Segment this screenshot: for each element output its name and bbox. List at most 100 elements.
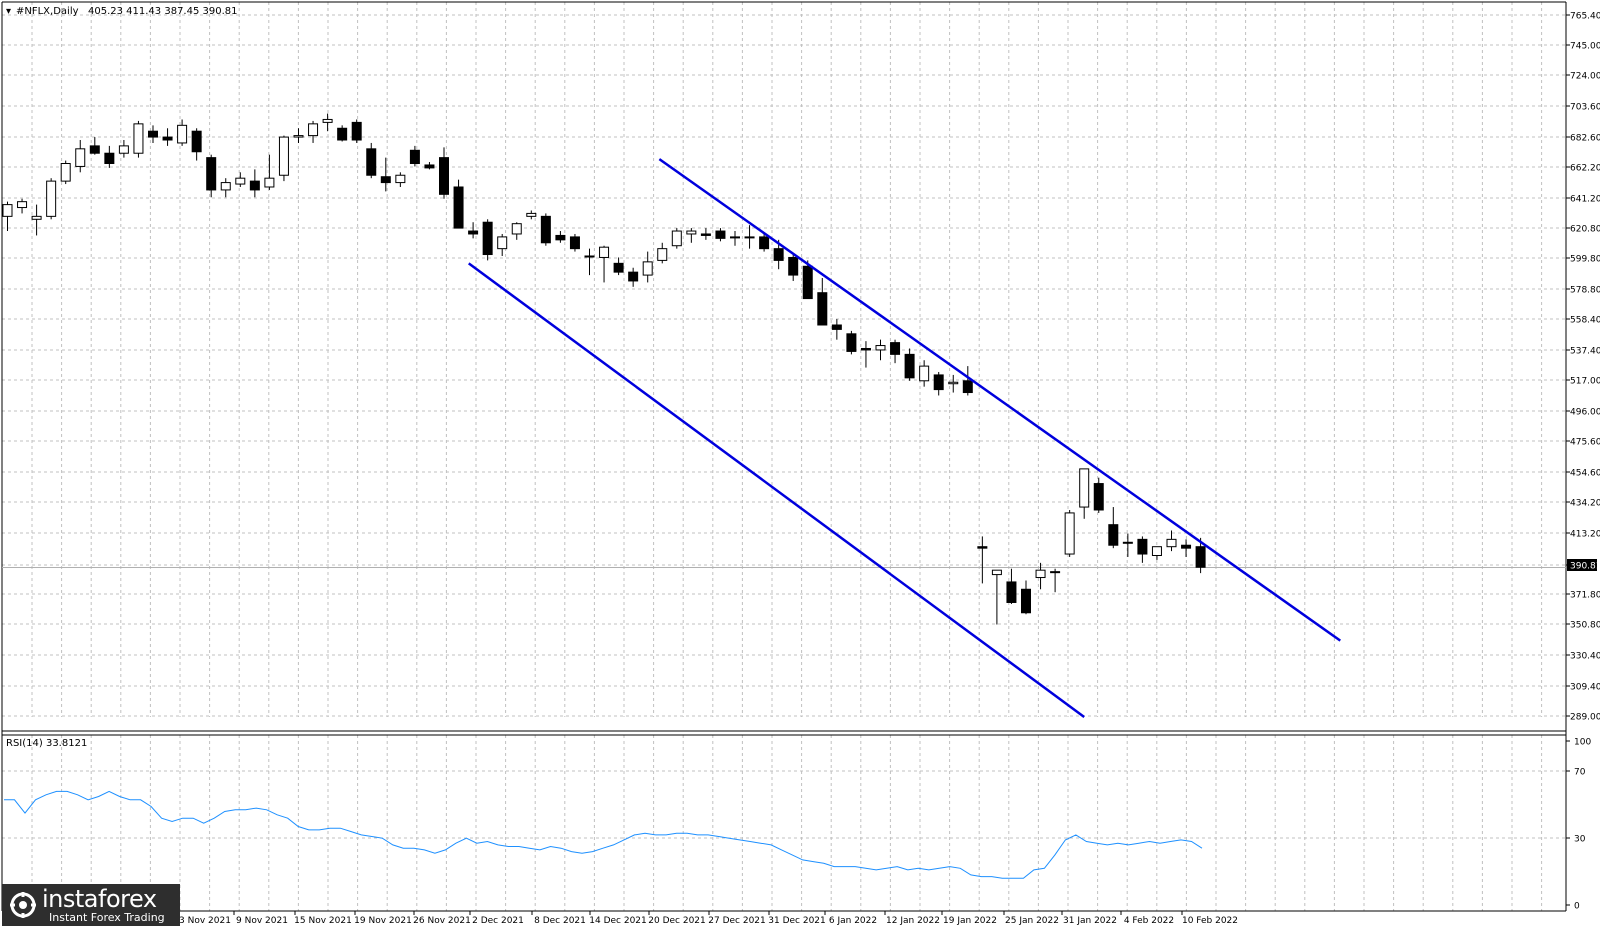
candle: [1093, 477, 1104, 513]
candle-body-bull: [395, 174, 406, 184]
candle: [264, 154, 275, 190]
candle: [671, 228, 682, 249]
y-tick-label: 745.00: [1570, 42, 1600, 52]
rsi-line: [4, 790, 1203, 879]
candle-body-bear: [206, 157, 217, 191]
channel-line-lower: [467, 262, 1085, 719]
y-tick-label: 682.60: [1570, 134, 1600, 144]
candle: [730, 231, 740, 246]
candle-body-bear: [540, 215, 551, 244]
candle-body-bear: [249, 180, 260, 191]
candle: [1079, 468, 1090, 519]
x-tick-label: 3 Nov 2021: [179, 916, 231, 926]
x-tick-label: 20 Dec 2021: [648, 916, 706, 926]
candle: [933, 371, 944, 396]
candle: [220, 178, 231, 198]
candle-body-bull: [948, 381, 959, 385]
candle: [860, 341, 871, 368]
candle-body-bull: [584, 255, 595, 258]
candle-body-bull: [293, 135, 304, 138]
candle: [526, 210, 537, 220]
candle-body-bull: [875, 345, 886, 351]
candle-body-bull: [235, 177, 246, 185]
candle-body-bear: [1006, 581, 1017, 603]
candle-body-bull: [278, 136, 289, 176]
rsi-y-tick-label: 100: [1574, 738, 1591, 748]
candle-body-bull: [220, 182, 231, 191]
candle-body-bull: [46, 180, 57, 217]
candle: [788, 254, 799, 281]
candle: [904, 348, 915, 381]
candle: [642, 251, 653, 283]
logo-name: instaforex: [42, 885, 157, 913]
candle: [75, 140, 86, 173]
price-axis: 765.40 745.00 724.00 703.60 682.60 662.20 641.…: [1566, 12, 1600, 723]
candle: [817, 278, 828, 326]
rsi-series-line: [4, 790, 1203, 879]
candle: [424, 162, 435, 170]
candle-body-bull: [497, 236, 508, 250]
symbol-label: #NFLX,Daily: [16, 6, 79, 17]
candle-body-bull: [264, 177, 275, 188]
candle-body-bear: [555, 234, 566, 241]
candle: [1137, 536, 1148, 563]
candle-body-bear: [366, 148, 377, 176]
y-tick-label: 641.20: [1570, 195, 1600, 205]
candle-body-bear: [962, 380, 973, 394]
candle-body-bull: [730, 236, 740, 239]
candle: [17, 198, 28, 214]
candle-body-bear: [482, 221, 493, 256]
candle: [133, 120, 144, 158]
candle: [468, 222, 479, 239]
candle-body-bull: [1064, 512, 1075, 555]
candle: [628, 267, 639, 287]
rsi-y-tick-label: 0: [1574, 902, 1580, 912]
candle: [2, 201, 13, 232]
candle-body-bear: [613, 262, 624, 273]
candle: [569, 233, 580, 252]
candle-body-bear: [977, 546, 988, 549]
candle-body-bear: [759, 236, 770, 250]
y-tick-label: 496.00: [1570, 408, 1600, 418]
rsi-y-tick-label: 70: [1574, 768, 1586, 778]
x-tick-label: 15 Nov 2021: [294, 916, 352, 926]
candle: [1006, 568, 1017, 604]
candle: [439, 147, 449, 199]
candle-body-bear: [773, 248, 784, 261]
candle: [875, 339, 886, 361]
candle: [599, 245, 610, 283]
candle-body-bear: [1195, 546, 1206, 568]
symbol-arrow: ▾: [6, 6, 11, 17]
candle-body-bear: [424, 164, 435, 169]
candle: [235, 172, 246, 187]
candle: [453, 179, 464, 229]
x-tick-label: 9 Nov 2021: [236, 916, 288, 926]
candle-body-bear: [860, 347, 871, 351]
x-tick-label: 4 Feb 2022: [1124, 916, 1174, 926]
candle: [962, 366, 973, 396]
candle: [497, 233, 508, 256]
candle: [337, 125, 348, 142]
x-tick-label: 26 Nov 2021: [413, 916, 471, 926]
candle: [380, 157, 391, 192]
candle: [686, 228, 697, 243]
candle-body-bull: [1151, 546, 1162, 557]
candle: [104, 145, 115, 168]
candle: [584, 248, 595, 276]
candle-body-bull: [322, 118, 333, 123]
candle-body-bull: [118, 145, 129, 154]
candle: [613, 257, 624, 276]
candle-body-bear: [628, 271, 639, 282]
candle-body-bull: [671, 230, 682, 247]
y-tick-label: 413.20: [1570, 530, 1600, 540]
candle-body-bear: [148, 130, 158, 138]
candle: [46, 178, 57, 220]
logo-tagline: Instant Forex Trading: [49, 911, 165, 924]
x-tick-label: 12 Jan 2022: [886, 916, 940, 926]
channel-lines: [467, 158, 1342, 719]
candle-body-bear: [191, 130, 202, 153]
candle-body-bear: [1021, 588, 1031, 614]
grid: [2, 2, 1566, 911]
candle: [890, 339, 901, 364]
ohlc-label: 405.23 411.43 387.45 390.81: [88, 6, 238, 17]
